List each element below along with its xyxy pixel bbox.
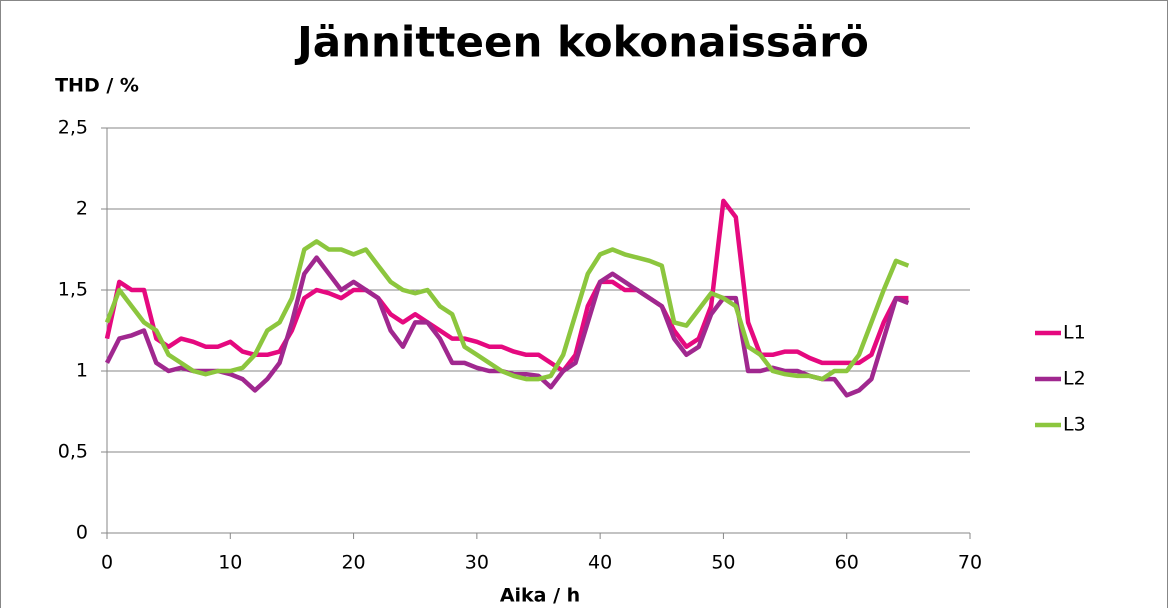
x-axis-label: Aika / h [500, 585, 580, 607]
y-tick-label: 0,5 [58, 441, 88, 463]
x-tick-label: 30 [465, 552, 489, 574]
x-tick-label: 40 [588, 552, 612, 574]
series-line [104, 198, 909, 374]
legend-label: L1 [1063, 322, 1086, 344]
y-tick-label: 1,5 [58, 279, 88, 301]
x-tick-label: 20 [341, 552, 365, 574]
y-tick-label: 2,5 [58, 117, 88, 139]
x-tick-label: 10 [218, 552, 242, 574]
y-axis-label: THD / % [55, 75, 139, 97]
x-tick-label: 0 [101, 552, 113, 574]
y-tick-label: 1 [76, 360, 88, 382]
x-tick-label: 60 [835, 552, 859, 574]
legend-label: L3 [1063, 414, 1086, 436]
y-tick-label: 0 [76, 522, 88, 544]
legend-label: L2 [1063, 368, 1086, 390]
chart-title: Jännitteen kokonaissärö [294, 18, 869, 67]
y-tick-label: 2 [76, 198, 88, 220]
series-line [104, 239, 910, 382]
x-tick-label: 50 [711, 552, 735, 574]
x-tick-label: 70 [958, 552, 982, 574]
